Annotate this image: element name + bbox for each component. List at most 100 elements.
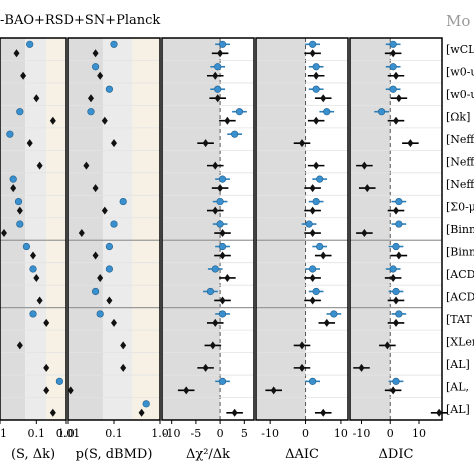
black-diamond <box>120 341 127 350</box>
panel-p0: 01 0.1 1.0(S, Δk) <box>0 37 75 462</box>
black-diamond <box>224 273 231 282</box>
blue-point <box>29 265 37 273</box>
blue-point <box>214 63 222 71</box>
black-diamond <box>30 251 36 260</box>
blue-point <box>395 220 403 228</box>
x-tick-label: 10 <box>412 427 426 440</box>
blue-point <box>312 287 320 296</box>
black-diamond <box>231 408 238 417</box>
black-diamond <box>43 318 50 327</box>
black-diamond <box>43 386 50 395</box>
shade-low <box>0 38 26 420</box>
blue-point <box>235 108 244 116</box>
blue-point <box>16 220 24 228</box>
row-label: [Binn <box>446 245 474 258</box>
black-diamond <box>299 139 305 148</box>
black-diamond <box>224 116 231 125</box>
black-diamond <box>384 341 391 350</box>
black-diamond <box>299 341 305 350</box>
row-labels: [wCL [w0-u [w0-u [Ωk] [Neff [Neff [Neff [Σ0-μ [B… <box>446 43 474 416</box>
black-diamond <box>217 49 224 58</box>
row-label: [Neff <box>446 178 474 191</box>
x-tick-label: 01 <box>0 427 7 440</box>
blue-point <box>218 175 227 183</box>
panel-frame <box>0 37 67 421</box>
blue-point <box>105 265 113 273</box>
blue-point <box>142 400 150 408</box>
blue-point <box>9 175 17 183</box>
blue-point <box>312 85 320 93</box>
black-diamond <box>92 184 99 193</box>
black-diamond <box>111 139 117 148</box>
x-tick-label: 5 <box>241 427 248 440</box>
black-diamond <box>92 49 99 58</box>
blue-point <box>6 130 14 138</box>
black-diamond <box>49 116 56 125</box>
x-axis-label: (S, Δk) <box>11 447 55 462</box>
blue-point <box>392 287 400 296</box>
black-diamond <box>88 94 94 103</box>
shade-negative <box>256 38 306 420</box>
panel-frame <box>255 37 349 421</box>
panel-p3: -10 0 10 ΔAIC <box>255 37 349 462</box>
blue-point <box>231 130 239 138</box>
black-diamond <box>33 94 40 103</box>
blue-point <box>309 265 317 273</box>
blue-point <box>206 287 215 296</box>
blue-point <box>389 63 397 71</box>
black-diamond <box>183 386 190 395</box>
black-diamond <box>309 229 316 238</box>
black-diamond <box>101 116 108 125</box>
black-diamond <box>0 229 7 238</box>
blue-point <box>316 175 324 183</box>
shade-negative <box>162 38 221 420</box>
blue-point <box>105 85 113 93</box>
x-tick-label: -10 <box>163 427 181 440</box>
blue-point <box>110 40 118 48</box>
panel-p1: 0.01 0.1 1.0p(S, dBMD) <box>56 37 169 462</box>
black-diamond <box>202 363 209 372</box>
row-label: [AL] <box>446 403 470 416</box>
x-tick-label: 0.01 <box>56 427 81 440</box>
blue-point <box>14 197 23 206</box>
blue-point <box>110 220 118 228</box>
x-axis-label: ΔDIC <box>379 447 414 462</box>
black-diamond <box>320 94 327 103</box>
x-tick-label: 10 <box>334 427 348 440</box>
panel-frame <box>161 37 255 421</box>
row-label: [ACD <box>446 290 474 303</box>
panel-frame <box>349 37 443 421</box>
black-diamond <box>390 386 397 395</box>
black-diamond <box>313 116 320 125</box>
blue-point <box>216 220 224 228</box>
black-diamond <box>299 363 305 372</box>
black-diamond <box>209 341 216 350</box>
x-tick-label: 0 <box>302 427 309 440</box>
row-label: [Ωk] <box>446 111 470 124</box>
black-diamond <box>393 318 399 327</box>
black-diamond <box>78 229 85 238</box>
black-diamond <box>219 296 226 305</box>
black-diamond <box>217 184 224 193</box>
black-diamond <box>36 296 43 305</box>
black-diamond <box>313 71 320 80</box>
black-diamond <box>320 251 327 260</box>
row-label: [w0-u <box>446 66 474 79</box>
black-diamond <box>214 94 221 103</box>
black-diamond <box>212 318 219 327</box>
blue-point <box>119 197 127 206</box>
black-diamond <box>395 251 402 260</box>
black-diamond <box>138 408 145 417</box>
black-diamond <box>309 206 316 215</box>
black-diamond <box>320 408 327 417</box>
x-tick-label: -10 <box>353 427 371 440</box>
shade-negative <box>350 38 391 420</box>
black-diamond <box>67 386 74 395</box>
blue-point <box>395 310 403 318</box>
blue-point <box>389 40 397 48</box>
black-diamond <box>120 363 127 372</box>
black-diamond <box>20 71 27 80</box>
row-label: [Σ0-μ <box>446 201 474 214</box>
black-diamond <box>395 94 402 103</box>
black-diamond <box>97 71 104 80</box>
